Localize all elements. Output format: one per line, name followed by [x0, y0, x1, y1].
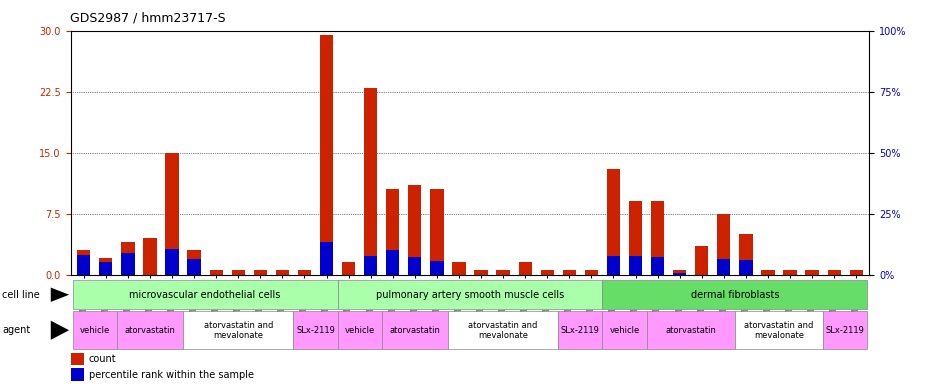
Bar: [70, 369, 84, 381]
Bar: [386, 189, 400, 275]
Bar: [337, 311, 382, 349]
Bar: [827, 270, 840, 275]
Text: microvascular endothelial cells: microvascular endothelial cells: [130, 290, 281, 300]
Bar: [72, 280, 337, 309]
Bar: [717, 259, 730, 275]
Bar: [165, 153, 179, 275]
Bar: [739, 234, 753, 275]
Bar: [70, 353, 84, 365]
Bar: [673, 273, 686, 275]
Bar: [739, 260, 753, 275]
Bar: [408, 258, 421, 275]
Text: vehicle: vehicle: [80, 326, 110, 335]
Bar: [717, 214, 730, 275]
Bar: [603, 311, 647, 349]
Text: atorvastatin and
mevalonate: atorvastatin and mevalonate: [468, 321, 538, 340]
Text: atorvastatin: atorvastatin: [124, 326, 176, 335]
Bar: [143, 238, 157, 275]
Bar: [783, 270, 797, 275]
Polygon shape: [51, 321, 70, 340]
Bar: [647, 311, 735, 349]
Bar: [337, 280, 603, 309]
Bar: [761, 270, 775, 275]
Text: atorvastatin: atorvastatin: [389, 326, 440, 335]
Bar: [210, 270, 223, 275]
Bar: [408, 185, 421, 275]
Text: percentile rank within the sample: percentile rank within the sample: [88, 370, 254, 380]
Bar: [603, 280, 868, 309]
Bar: [475, 270, 488, 275]
Text: cell line: cell line: [2, 290, 39, 300]
Bar: [696, 246, 709, 275]
Bar: [364, 88, 377, 275]
Bar: [629, 202, 642, 275]
Bar: [117, 311, 183, 349]
Text: SLx-2119: SLx-2119: [825, 326, 865, 335]
Bar: [431, 189, 444, 275]
Bar: [519, 262, 532, 275]
Bar: [121, 253, 134, 275]
Text: dermal fibroblasts: dermal fibroblasts: [691, 290, 779, 300]
Bar: [607, 256, 620, 275]
Text: vehicle: vehicle: [609, 326, 639, 335]
Bar: [100, 262, 113, 275]
Bar: [607, 169, 620, 275]
Bar: [254, 270, 267, 275]
Bar: [806, 270, 819, 275]
Bar: [293, 311, 337, 349]
Bar: [673, 270, 686, 275]
Bar: [231, 270, 244, 275]
Text: SLx-2119: SLx-2119: [561, 326, 600, 335]
Bar: [735, 311, 823, 349]
Bar: [563, 270, 576, 275]
Bar: [850, 270, 863, 275]
Bar: [364, 256, 377, 275]
Bar: [651, 258, 665, 275]
Text: pulmonary artery smooth muscle cells: pulmonary artery smooth muscle cells: [376, 290, 564, 300]
Text: atorvastatin: atorvastatin: [666, 326, 716, 335]
Bar: [77, 255, 90, 275]
Bar: [386, 250, 400, 275]
Bar: [183, 311, 293, 349]
Bar: [100, 258, 113, 275]
Bar: [72, 311, 117, 349]
Bar: [448, 311, 558, 349]
Text: vehicle: vehicle: [345, 326, 375, 335]
Text: count: count: [88, 354, 117, 364]
Bar: [629, 256, 642, 275]
Polygon shape: [51, 288, 70, 302]
Bar: [165, 249, 179, 275]
Bar: [540, 270, 554, 275]
Bar: [187, 259, 201, 275]
Bar: [298, 270, 311, 275]
Bar: [275, 270, 289, 275]
Text: atorvastatin and
mevalonate: atorvastatin and mevalonate: [204, 321, 273, 340]
Text: agent: agent: [2, 325, 30, 335]
Text: GDS2987 / hmm23717-S: GDS2987 / hmm23717-S: [70, 12, 227, 25]
Bar: [823, 311, 868, 349]
Bar: [452, 262, 465, 275]
Bar: [121, 242, 134, 275]
Bar: [382, 311, 448, 349]
Bar: [187, 250, 201, 275]
Bar: [320, 242, 333, 275]
Bar: [496, 270, 509, 275]
Bar: [431, 261, 444, 275]
Text: atorvastatin and
mevalonate: atorvastatin and mevalonate: [744, 321, 814, 340]
Bar: [585, 270, 598, 275]
Bar: [558, 311, 603, 349]
Bar: [77, 250, 90, 275]
Text: SLx-2119: SLx-2119: [296, 326, 335, 335]
Bar: [342, 262, 355, 275]
Bar: [651, 202, 665, 275]
Bar: [320, 35, 333, 275]
